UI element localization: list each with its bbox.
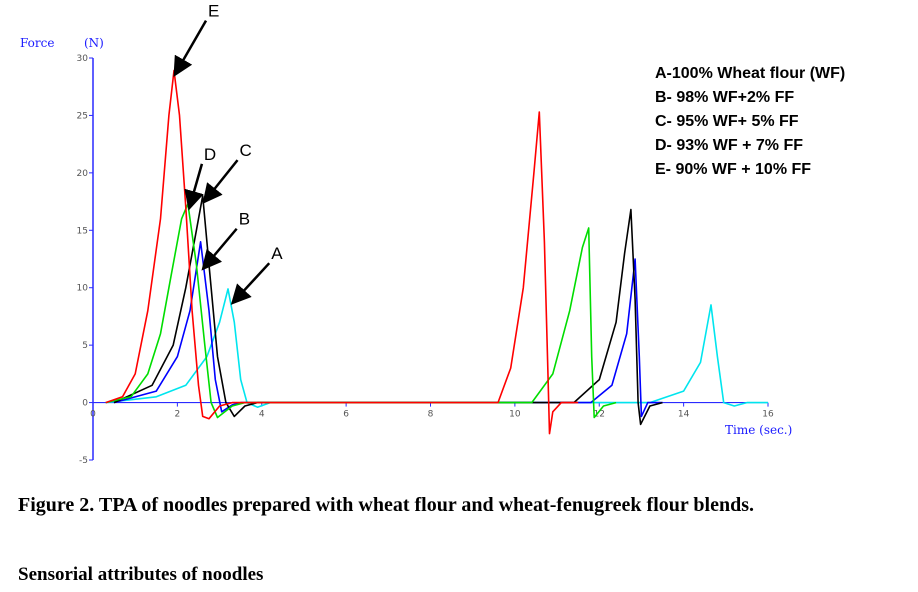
curve-label-e: E	[208, 2, 219, 21]
arrow-d	[184, 163, 204, 211]
y-tick-label: 20	[77, 169, 89, 179]
y-tick-label: 0	[82, 399, 88, 409]
x-tick-label: 10	[509, 410, 521, 420]
x-tick-label: 12	[594, 410, 605, 420]
curve-label-a: A	[271, 244, 283, 263]
y-tick-label: 15	[77, 226, 88, 236]
curve-annotations: E D C B A	[173, 2, 283, 305]
series-group	[105, 69, 768, 435]
legend: A-100% Wheat flour (WF) B- 98% WF+2% FF C-…	[655, 65, 845, 178]
curve-label-d: D	[204, 145, 216, 164]
curve-label-c: C	[240, 141, 252, 160]
figure-caption: Figure 2. TPA of noodles prepared with w…	[18, 494, 754, 516]
y-tick-label: -5	[79, 456, 88, 466]
arrow-c	[202, 159, 239, 205]
tpa-chart: -5 0 5 10 15 20 25 30 0 2 4 6 8 10 12 14 16 Force (N) Time …	[20, 2, 845, 466]
x-tick-label: 2	[175, 410, 181, 420]
series-line-a	[105, 288, 768, 408]
x-tick-label: 0	[90, 410, 96, 420]
y-tick-label: 10	[77, 284, 89, 294]
series-line-c	[113, 195, 663, 426]
series-line-e	[105, 69, 579, 435]
axes: -5 0 5 10 15 20 25 30 0 2 4 6 8 10 12 14 16 Force (N) Time …	[20, 36, 792, 466]
y-tick-label: 5	[82, 341, 88, 351]
legend-entry: B- 98% WF+2% FF	[655, 89, 794, 106]
y-axis-label: Force	[20, 36, 54, 50]
x-tick-label: 14	[678, 410, 690, 420]
x-tick-label: 4	[259, 410, 265, 420]
x-tick-label: 8	[428, 410, 434, 420]
x-tick-label: 6	[343, 410, 349, 420]
y-axis-unit: (N)	[84, 36, 104, 50]
legend-entry: C- 95% WF+ 5% FF	[655, 113, 799, 130]
x-tick-label: 16	[762, 410, 774, 420]
legend-entry: A-100% Wheat flour (WF)	[655, 65, 845, 82]
arrow-a	[230, 262, 271, 305]
section-heading: Sensorial attributes of noodles	[18, 564, 264, 585]
y-tick-label: 25	[77, 111, 88, 121]
series-line-b	[113, 241, 663, 418]
legend-entry: D- 93% WF + 7% FF	[655, 137, 803, 154]
x-axis-label: Time (sec.)	[725, 423, 792, 437]
legend-entry: E- 90% WF + 10% FF	[655, 161, 811, 178]
curve-label-b: B	[239, 210, 250, 229]
arrow-e	[173, 20, 208, 77]
arrow-b	[201, 227, 238, 271]
y-tick-label: 30	[77, 54, 89, 64]
series-line-d	[105, 203, 617, 419]
